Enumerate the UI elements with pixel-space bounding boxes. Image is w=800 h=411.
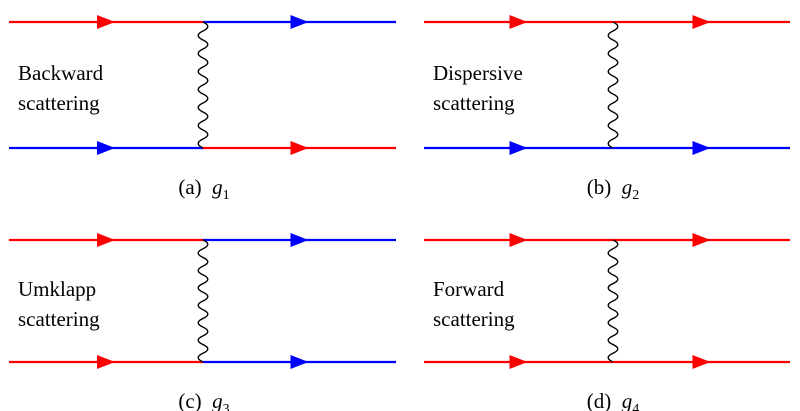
photon-propagator [607, 239, 619, 363]
scattering-label-line: scattering [18, 91, 100, 115]
bottom-right-fermion-arrow [290, 141, 309, 155]
top-right-fermion-arrow [290, 15, 309, 29]
caption-subscript: 4 [632, 402, 639, 411]
scattering-label-line: Backward [18, 61, 104, 85]
top-left-fermion-arrow [97, 233, 115, 247]
top-right-fermion-arrow [692, 15, 711, 29]
scattering-label: Backward scattering [18, 61, 104, 115]
diagram-panel: Backward scattering (a) g1 [9, 15, 396, 203]
panel-caption: (c) g3 [178, 389, 229, 411]
top-left-fermion-arrow [97, 15, 115, 29]
bottom-left-fermion-arrow [509, 355, 528, 369]
diagram-panel: Dispersive scattering (b) g2 [424, 15, 790, 203]
photon-propagator [197, 21, 209, 149]
top-left-fermion-arrow [509, 233, 528, 247]
top-right-fermion-arrow [692, 233, 711, 247]
bottom-left-fermion-arrow [97, 141, 115, 155]
scattering-label: Dispersive scattering [433, 61, 523, 115]
caption-symbol: g [212, 175, 223, 199]
caption-subscript: 3 [223, 402, 230, 411]
bottom-left-fermion-arrow [97, 355, 115, 369]
bottom-right-fermion-arrow [290, 355, 309, 369]
top-left-fermion-arrow [509, 15, 528, 29]
photon-propagator [607, 21, 619, 149]
caption-prefix: (a) [178, 175, 212, 199]
caption-subscript: 1 [223, 188, 230, 203]
caption-subscript: 2 [632, 188, 639, 203]
panel-caption: (b) g2 [587, 175, 640, 203]
scattering-label: Umklapp scattering [18, 277, 100, 331]
bottom-left-fermion-arrow [509, 141, 528, 155]
caption-symbol: g [622, 389, 633, 411]
scattering-label-line: Umklapp [18, 277, 96, 301]
caption-prefix: (c) [178, 389, 212, 411]
scattering-label-line: scattering [433, 307, 515, 331]
diagram-panel: Umklapp scattering (c) g3 [9, 233, 396, 411]
caption-symbol: g [622, 175, 633, 199]
bottom-right-fermion-arrow [692, 355, 711, 369]
panel-caption: (d) g4 [587, 389, 640, 411]
diagram-panel: Forward scattering (d) g4 [424, 233, 790, 411]
panel-caption: (a) g1 [178, 175, 229, 203]
scattering-label-line: scattering [433, 91, 515, 115]
caption-prefix: (b) [587, 175, 622, 199]
scattering-label-line: Dispersive [433, 61, 523, 85]
bottom-right-fermion-arrow [692, 141, 711, 155]
top-right-fermion-arrow [290, 233, 309, 247]
scattering-label-line: Forward [433, 277, 505, 301]
scattering-label-line: scattering [18, 307, 100, 331]
caption-symbol: g [212, 389, 223, 411]
scattering-label: Forward scattering [433, 277, 515, 331]
caption-prefix: (d) [587, 389, 622, 411]
photon-propagator [197, 239, 209, 363]
